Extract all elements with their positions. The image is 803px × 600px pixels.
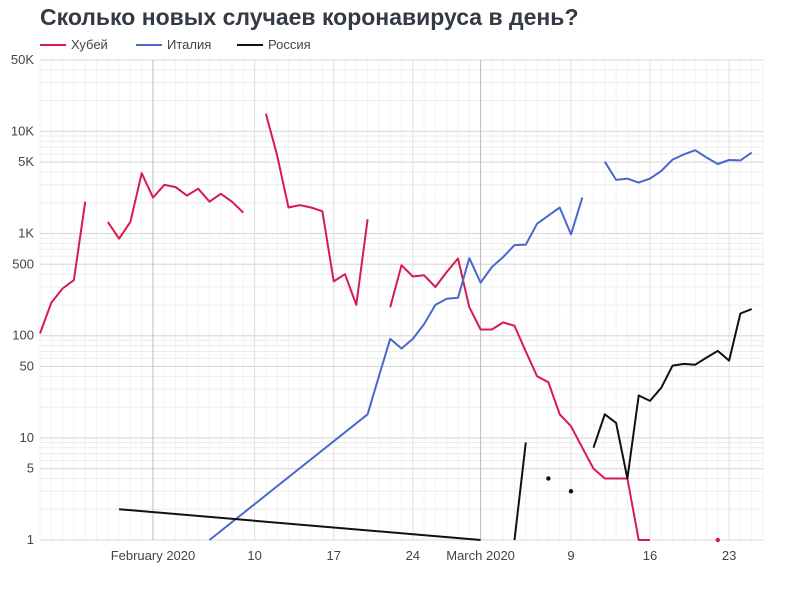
series-line-italy [603, 149, 753, 184]
y-tick-label: 500 [12, 256, 34, 271]
y-tick-label: 50 [20, 358, 34, 373]
y-tick-label: 5 [27, 461, 34, 476]
y-tick-label: 100 [12, 328, 34, 343]
series-line-hubei [106, 172, 244, 240]
series-line-russia [513, 442, 527, 541]
x-tick-label: 23 [722, 548, 736, 563]
data-point-hubei [715, 537, 721, 543]
series-line-hubei [39, 201, 87, 334]
legend-label-hubei: Хубей [71, 37, 108, 52]
legend-item-russia[interactable]: Россия [237, 37, 311, 52]
x-tick-label: 9 [567, 548, 574, 563]
legend-swatch-italy [136, 43, 162, 46]
y-tick-label: 10K [11, 123, 34, 138]
series-points [546, 476, 721, 543]
grid-lines [39, 59, 764, 541]
legend-label-russia: Россия [268, 37, 311, 52]
y-axis: 1 5 10 50 100 500 1K 5K 10K 50K [11, 52, 34, 547]
x-tick-label: 10 [247, 548, 261, 563]
data-point-russia [546, 476, 551, 481]
series-line-russia [119, 508, 481, 541]
y-tick-label: 5K [18, 154, 34, 169]
series-lines [39, 113, 753, 541]
series-line-hubei [264, 113, 369, 306]
y-tick-label: 50K [11, 52, 34, 67]
series-line-italy [208, 197, 584, 541]
legend-swatch-russia [237, 43, 263, 46]
legend-item-hubei[interactable]: Хубей [40, 37, 108, 52]
data-point-russia [568, 489, 574, 494]
x-tick-label: 16 [643, 548, 657, 563]
y-tick-label: 1K [18, 226, 34, 241]
y-tick-label: 1 [27, 532, 34, 547]
series-line-hubei [389, 257, 650, 541]
chart-title: Сколько новых случаев коронавируса в ден… [40, 4, 579, 30]
x-tick-label: March 2020 [446, 548, 515, 563]
x-tick-label: February 2020 [111, 548, 196, 563]
legend-swatch-hubei [40, 43, 66, 46]
x-tick-label: 24 [406, 548, 420, 563]
legend-item-italy[interactable]: Италия [136, 37, 211, 52]
legend-label-italy: Италия [167, 37, 212, 52]
x-tick-label: 17 [326, 548, 340, 563]
x-axis: February 2020 10 17 24 March 2020 9 16 23 [111, 548, 737, 563]
series-line-russia [592, 308, 753, 480]
y-tick-label: 10 [20, 430, 34, 445]
